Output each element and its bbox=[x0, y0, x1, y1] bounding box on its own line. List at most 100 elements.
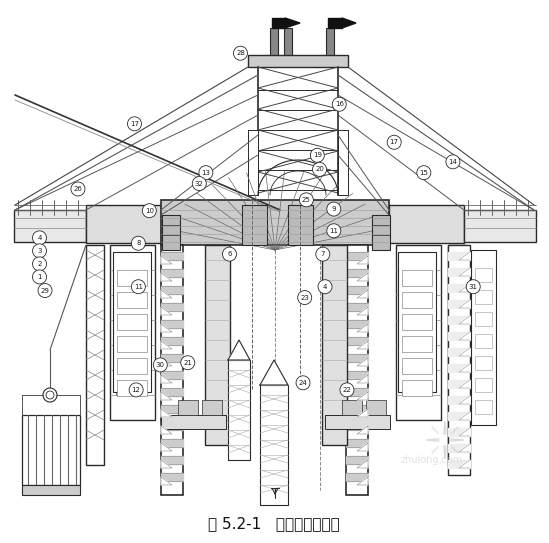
Text: 32: 32 bbox=[195, 180, 204, 187]
Bar bbox=[402, 292, 432, 308]
Bar bbox=[161, 200, 389, 245]
Text: 1: 1 bbox=[37, 274, 42, 280]
Text: 13: 13 bbox=[201, 169, 210, 176]
Circle shape bbox=[222, 247, 237, 261]
Text: 12: 12 bbox=[132, 387, 141, 393]
Bar bbox=[116, 287, 128, 295]
Polygon shape bbox=[357, 392, 368, 400]
Text: 8: 8 bbox=[136, 240, 141, 247]
Polygon shape bbox=[272, 18, 285, 28]
Polygon shape bbox=[346, 405, 368, 413]
Polygon shape bbox=[357, 341, 368, 349]
Bar bbox=[22, 485, 80, 495]
Bar bbox=[248, 130, 258, 195]
Bar bbox=[471, 250, 496, 425]
Text: 21: 21 bbox=[183, 359, 192, 366]
Polygon shape bbox=[346, 303, 368, 311]
Text: 2: 2 bbox=[37, 261, 42, 267]
Bar bbox=[448, 245, 466, 465]
Polygon shape bbox=[448, 284, 470, 292]
Bar bbox=[86, 245, 104, 465]
Circle shape bbox=[43, 388, 57, 402]
Circle shape bbox=[32, 270, 47, 284]
Polygon shape bbox=[448, 300, 470, 308]
Bar bbox=[22, 415, 80, 485]
Bar bbox=[242, 205, 267, 245]
Polygon shape bbox=[357, 273, 368, 281]
Polygon shape bbox=[161, 422, 183, 430]
Polygon shape bbox=[346, 337, 368, 345]
Circle shape bbox=[327, 202, 341, 216]
Polygon shape bbox=[346, 354, 368, 362]
Circle shape bbox=[192, 176, 206, 191]
Polygon shape bbox=[444, 446, 446, 458]
Bar bbox=[116, 312, 128, 320]
Polygon shape bbox=[228, 340, 250, 360]
Bar bbox=[117, 380, 147, 396]
Bar bbox=[260, 385, 288, 505]
Circle shape bbox=[327, 224, 341, 238]
Polygon shape bbox=[448, 428, 470, 436]
Bar bbox=[402, 380, 432, 396]
Circle shape bbox=[32, 231, 47, 245]
Circle shape bbox=[332, 97, 346, 111]
Polygon shape bbox=[448, 316, 470, 324]
Bar bbox=[116, 387, 128, 395]
Circle shape bbox=[131, 280, 145, 294]
Text: 24: 24 bbox=[299, 380, 307, 386]
Polygon shape bbox=[357, 426, 368, 434]
Circle shape bbox=[32, 244, 47, 258]
Bar bbox=[418, 287, 430, 295]
Bar bbox=[325, 415, 390, 429]
Text: 10: 10 bbox=[145, 207, 154, 214]
Polygon shape bbox=[448, 380, 470, 388]
Bar bbox=[284, 28, 292, 58]
Bar bbox=[162, 215, 180, 250]
Bar bbox=[326, 28, 334, 58]
Circle shape bbox=[142, 204, 156, 218]
Text: 25: 25 bbox=[302, 197, 311, 203]
Polygon shape bbox=[346, 286, 368, 294]
Bar bbox=[117, 358, 147, 374]
Bar bbox=[475, 268, 492, 282]
Polygon shape bbox=[161, 477, 172, 485]
Polygon shape bbox=[459, 300, 470, 308]
Circle shape bbox=[318, 280, 332, 294]
Polygon shape bbox=[346, 371, 368, 379]
Bar bbox=[402, 270, 432, 286]
Polygon shape bbox=[448, 444, 470, 452]
Bar bbox=[132, 287, 144, 295]
Polygon shape bbox=[357, 460, 368, 468]
Polygon shape bbox=[161, 286, 183, 294]
Polygon shape bbox=[346, 388, 368, 396]
Polygon shape bbox=[260, 360, 288, 385]
Polygon shape bbox=[161, 405, 183, 413]
Polygon shape bbox=[459, 444, 470, 452]
Polygon shape bbox=[161, 341, 172, 349]
Bar bbox=[475, 356, 492, 370]
Polygon shape bbox=[357, 358, 368, 366]
Polygon shape bbox=[161, 324, 172, 332]
Polygon shape bbox=[459, 412, 470, 420]
Polygon shape bbox=[357, 443, 368, 451]
Polygon shape bbox=[357, 477, 368, 485]
Polygon shape bbox=[459, 268, 470, 276]
Bar bbox=[342, 400, 362, 415]
Bar bbox=[418, 312, 430, 320]
Bar bbox=[402, 358, 432, 374]
Polygon shape bbox=[346, 269, 368, 277]
Polygon shape bbox=[444, 422, 446, 434]
Polygon shape bbox=[161, 269, 183, 277]
Bar bbox=[402, 387, 414, 395]
Bar bbox=[475, 378, 492, 392]
Bar bbox=[402, 287, 414, 295]
Polygon shape bbox=[161, 290, 172, 298]
Bar bbox=[132, 337, 144, 345]
Bar bbox=[178, 400, 198, 415]
Text: 20: 20 bbox=[315, 166, 324, 173]
Circle shape bbox=[298, 291, 312, 305]
Bar bbox=[248, 55, 348, 67]
Circle shape bbox=[387, 135, 401, 149]
Bar bbox=[14, 210, 86, 242]
Polygon shape bbox=[357, 324, 368, 332]
